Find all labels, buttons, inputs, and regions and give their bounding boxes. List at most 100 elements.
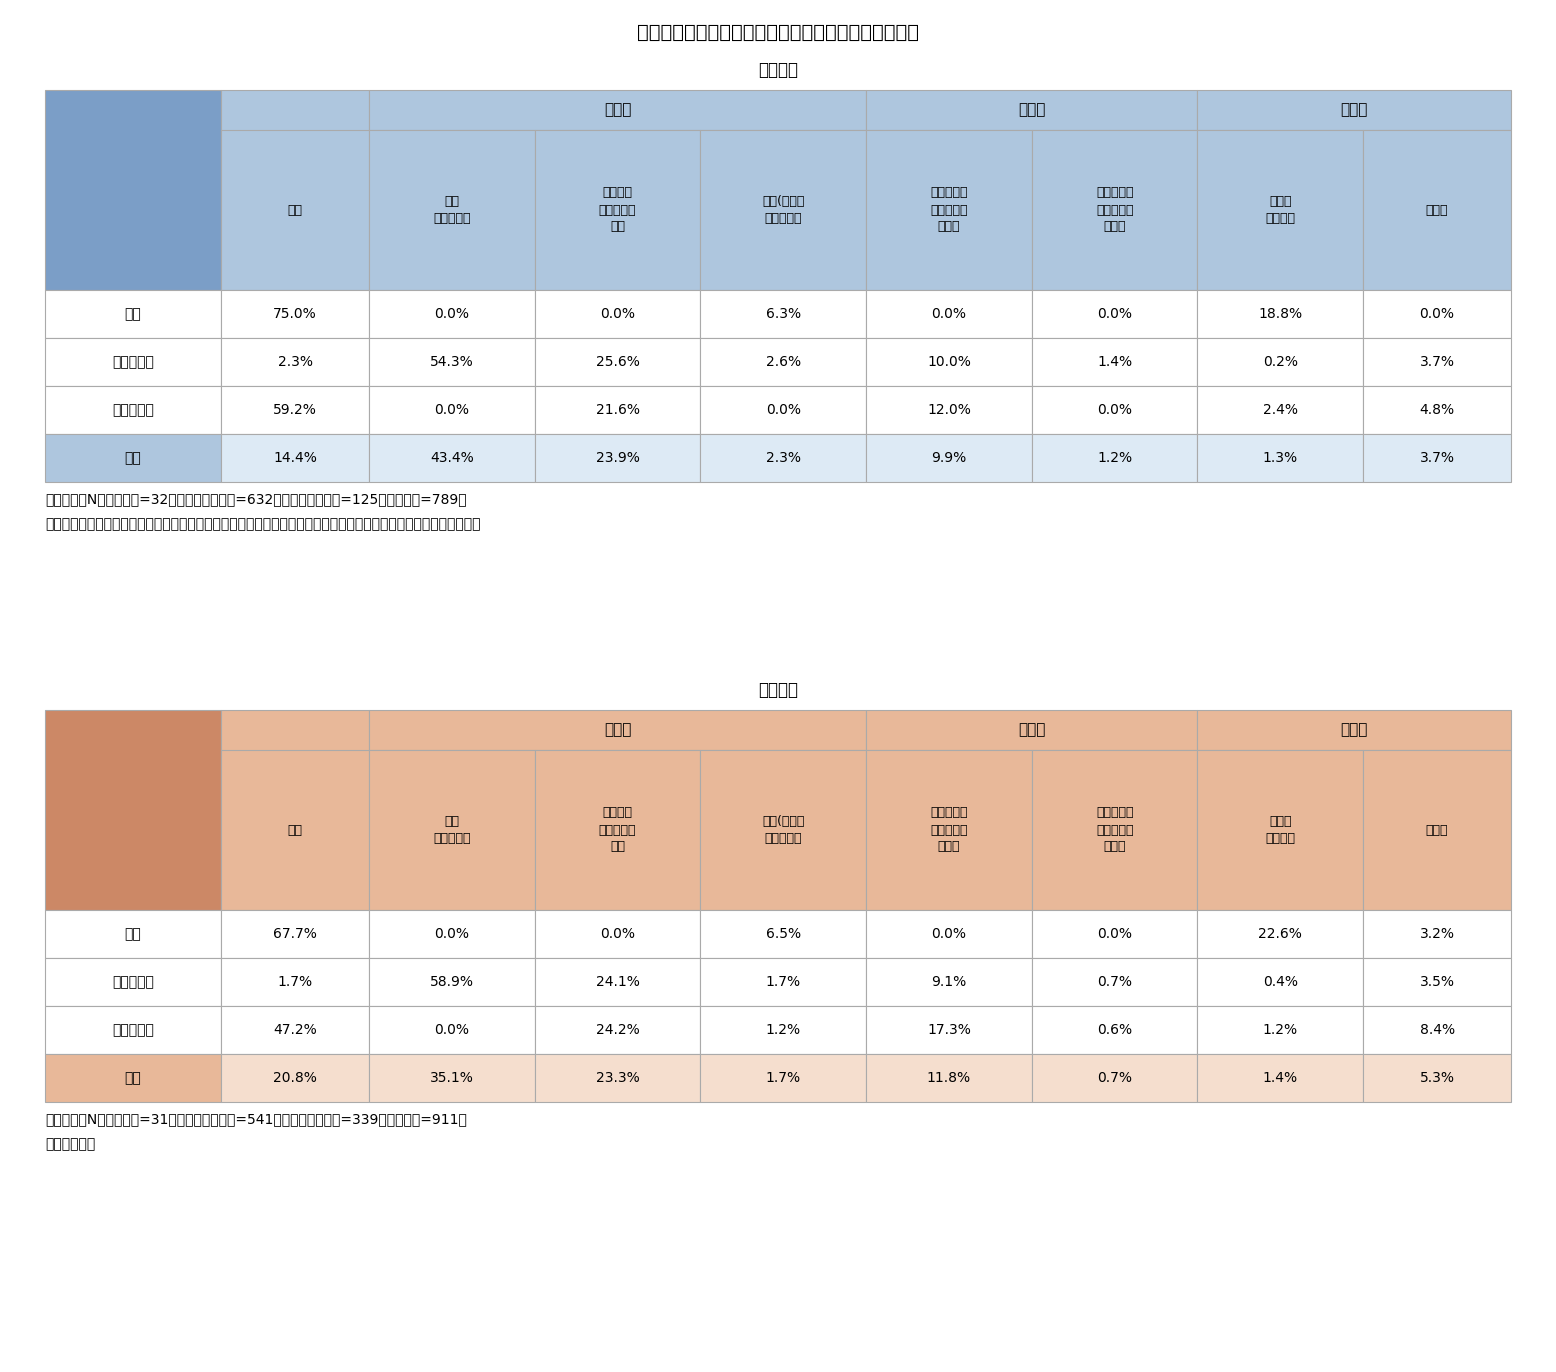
Text: 0.7%: 0.7%: [1097, 975, 1133, 989]
Text: 21.6%: 21.6%: [596, 403, 640, 417]
Bar: [1363, 338, 1511, 386]
Bar: [221, 289, 369, 338]
Text: 離別・死別: 離別・死別: [112, 1024, 154, 1037]
Text: 本人（また
は夫婦）と
子と親: 本人（また は夫婦）と 子と親: [1095, 807, 1133, 853]
Text: 本人(または
夫婦）と親: 本人(または 夫婦）と親: [762, 195, 804, 225]
Text: 8.4%: 8.4%: [1419, 1024, 1455, 1037]
Text: 1.7%: 1.7%: [277, 975, 313, 989]
Text: （資料）　同: （資料） 同: [45, 1137, 95, 1151]
Bar: [1032, 1054, 1198, 1102]
Text: 6.5%: 6.5%: [766, 927, 801, 941]
Text: 図表２　配偶関係別にみたシングル高齢者の家族構成: 図表２ 配偶関係別にみたシングル高齢者の家族構成: [636, 22, 920, 41]
Text: 43.4%: 43.4%: [429, 451, 473, 465]
Bar: [221, 709, 369, 910]
Bar: [221, 958, 369, 1006]
Text: 1.4%: 1.4%: [1097, 355, 1133, 369]
Text: 67.7%: 67.7%: [274, 927, 317, 941]
Text: 4.8%: 4.8%: [1419, 403, 1455, 417]
Bar: [1363, 434, 1511, 482]
Bar: [867, 338, 1032, 386]
Bar: [867, 289, 1032, 338]
Text: 1.7%: 1.7%: [766, 1072, 801, 1085]
Text: 全体: 全体: [124, 1072, 142, 1085]
Bar: [221, 130, 369, 289]
Bar: [1198, 709, 1511, 750]
Text: 独居: 独居: [288, 203, 302, 217]
Text: 20.8%: 20.8%: [274, 1072, 317, 1085]
Bar: [1032, 750, 1198, 910]
Text: 22.6%: 22.6%: [1259, 927, 1302, 941]
Text: （備考）　Nは「未婚」=31、「配偶者あり」=541、「離別・死別」=339、「全体」=911。: （備考） Nは「未婚」=31、「配偶者あり」=541、「離別・死別」=339、「…: [45, 1111, 467, 1126]
Text: 本人（ま
たは夫婦）
と子: 本人（ま たは夫婦） と子: [599, 807, 636, 853]
Text: 0.0%: 0.0%: [1097, 927, 1133, 941]
Bar: [45, 386, 221, 434]
Bar: [1032, 958, 1198, 1006]
Text: 0.0%: 0.0%: [434, 307, 470, 321]
Text: 35.1%: 35.1%: [429, 1072, 473, 1085]
Text: 3.7%: 3.7%: [1419, 451, 1455, 465]
Bar: [700, 910, 867, 958]
Bar: [45, 910, 221, 958]
Text: 14.4%: 14.4%: [274, 451, 317, 465]
Bar: [1198, 130, 1363, 289]
Bar: [700, 958, 867, 1006]
Text: 未婚: 未婚: [124, 927, 142, 941]
Bar: [535, 338, 700, 386]
Text: 5.3%: 5.3%: [1419, 1072, 1455, 1085]
Text: 75.0%: 75.0%: [274, 307, 317, 321]
Text: 0.0%: 0.0%: [1419, 307, 1455, 321]
Bar: [535, 910, 700, 958]
Bar: [1363, 386, 1511, 434]
Bar: [1198, 386, 1363, 434]
Text: 三世帯: 三世帯: [1018, 723, 1046, 738]
Text: 54.3%: 54.3%: [429, 355, 473, 369]
Bar: [45, 709, 221, 910]
Bar: [867, 130, 1032, 289]
Bar: [221, 91, 369, 289]
Bar: [1032, 1006, 1198, 1054]
Bar: [1198, 958, 1363, 1006]
Bar: [369, 338, 535, 386]
Text: その他: その他: [1425, 203, 1449, 217]
Text: ＜女性＞: ＜女性＞: [758, 681, 798, 698]
Bar: [45, 91, 221, 289]
Bar: [535, 1006, 700, 1054]
Bar: [45, 338, 221, 386]
Bar: [535, 386, 700, 434]
Bar: [1032, 386, 1198, 434]
Text: 0.0%: 0.0%: [932, 927, 966, 941]
Bar: [221, 1054, 369, 1102]
Bar: [535, 750, 700, 910]
Bar: [535, 1054, 700, 1102]
Text: 24.2%: 24.2%: [596, 1024, 640, 1037]
Bar: [700, 1054, 867, 1102]
Text: 1.2%: 1.2%: [1263, 1024, 1298, 1037]
Bar: [369, 750, 535, 910]
Text: 独居: 独居: [288, 823, 302, 837]
Bar: [700, 338, 867, 386]
Text: 9.9%: 9.9%: [932, 451, 966, 465]
Bar: [45, 434, 221, 482]
Bar: [1363, 750, 1511, 910]
Text: 本人（また
は夫婦）と
子と親: 本人（また は夫婦）と 子と親: [1095, 187, 1133, 233]
Text: その他: その他: [1425, 823, 1449, 837]
Text: 1.4%: 1.4%: [1263, 1072, 1298, 1085]
Text: 0.6%: 0.6%: [1097, 1024, 1133, 1037]
Bar: [369, 958, 535, 1006]
Bar: [1198, 910, 1363, 958]
Text: その他: その他: [1341, 103, 1368, 118]
Bar: [369, 130, 535, 289]
Bar: [369, 386, 535, 434]
Text: 25.6%: 25.6%: [596, 355, 640, 369]
Text: 18.8%: 18.8%: [1259, 307, 1302, 321]
Text: 全体: 全体: [124, 451, 142, 465]
Text: 2.4%: 2.4%: [1263, 403, 1298, 417]
Text: 0.0%: 0.0%: [601, 307, 635, 321]
Text: 二世帯: 二世帯: [604, 103, 632, 118]
Bar: [221, 910, 369, 958]
Text: 1.7%: 1.7%: [766, 975, 801, 989]
Text: 0.0%: 0.0%: [932, 307, 966, 321]
Text: （資料）　公益財団法人「生命保険文化センター」の「ライフマネジメントに関する高齢者の意識調査」より作成。: （資料） 公益財団法人「生命保険文化センター」の「ライフマネジメントに関する高齢…: [45, 517, 481, 531]
Bar: [1032, 910, 1198, 958]
Bar: [700, 289, 867, 338]
